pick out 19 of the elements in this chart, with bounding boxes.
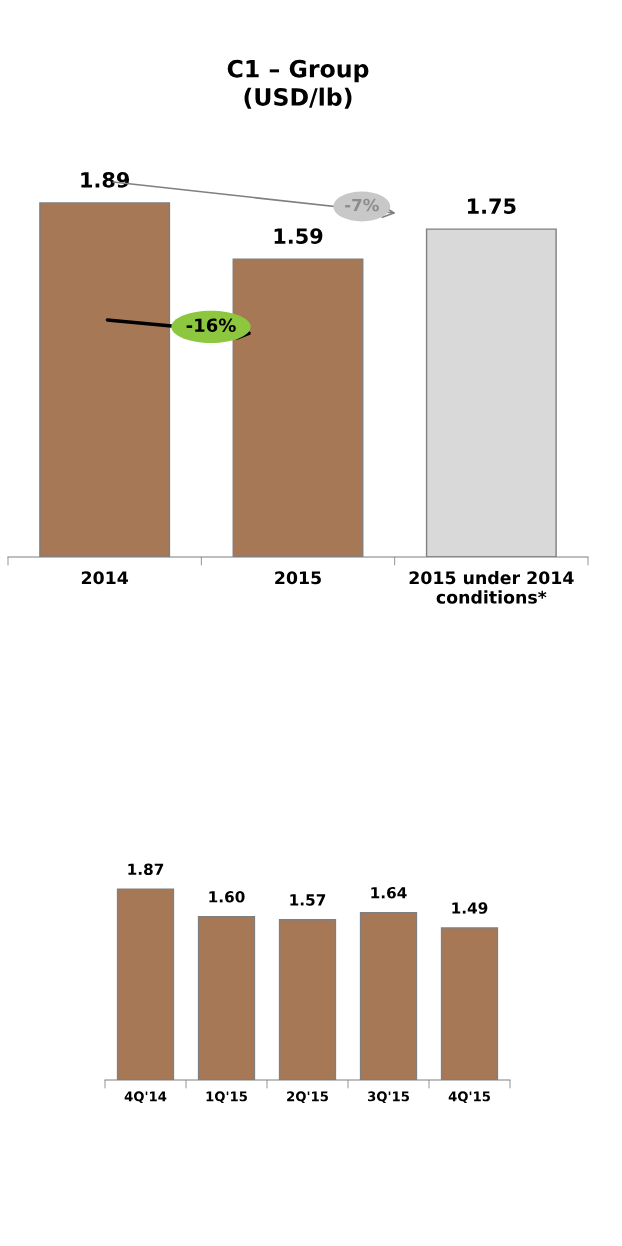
x-tick-label: 2015 under 2014 conditions*	[409, 570, 574, 604]
annotation: -16%	[186, 318, 236, 333]
data-label: 1.75	[467, 198, 516, 214]
x-tick-label: 4Q'15	[448, 1091, 490, 1104]
x-tick-label: 3Q'15	[367, 1091, 409, 1104]
data-label: 1.87	[128, 863, 164, 876]
data-label: 1.57	[290, 894, 326, 906]
x-tick-label: 1Q'15	[206, 1091, 247, 1104]
chart-title: C1 – Group (USD/lb)	[227, 59, 369, 109]
data-label: 1.49	[452, 902, 488, 914]
data-label: 1.60	[209, 891, 245, 903]
x-tick-label: 4Q'14	[124, 1091, 167, 1104]
data-label: 1.89	[81, 172, 130, 188]
annotation: -7%	[345, 198, 379, 212]
x-tick-label: 2Q'15	[287, 1091, 328, 1104]
x-tick-label: 2015	[275, 571, 321, 585]
data-label: 1.59	[274, 228, 323, 244]
data-label: 1.64	[371, 886, 407, 899]
x-tick-label: 2014	[81, 571, 129, 585]
